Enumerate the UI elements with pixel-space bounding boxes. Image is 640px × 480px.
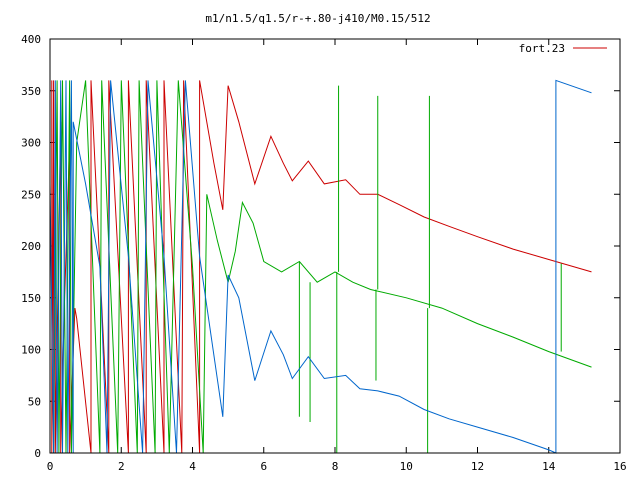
series-line-2 <box>53 80 592 454</box>
x-tick-label: 0 <box>47 460 54 473</box>
y-tick-label: 400 <box>21 33 41 46</box>
x-tick-label: 10 <box>400 460 413 473</box>
y-tick-label: 150 <box>21 292 41 305</box>
legend-label-fort23: fort.23 <box>519 42 565 55</box>
y-tick-label: 100 <box>21 344 41 357</box>
plot-frame <box>49 38 621 454</box>
x-tick-label: 8 <box>332 460 339 473</box>
y-tick-label: 300 <box>21 137 41 150</box>
x-tick-label: 2 <box>118 460 125 473</box>
y-tick-label: 50 <box>28 395 41 408</box>
legend: fort.23 <box>519 42 607 55</box>
y-tick-label: 200 <box>21 240 41 253</box>
y-tick-label: 0 <box>34 447 41 460</box>
x-tick-label: 16 <box>613 460 626 473</box>
x-tick-label: 14 <box>542 460 556 473</box>
axis-ticks: 0 2 4 6 8 10 12 14 16 0 50 100 150 200 250 300 350 400 <box>21 33 627 473</box>
series-line-1 <box>51 80 592 454</box>
series-line-3 <box>49 79 592 454</box>
y-tick-label: 350 <box>21 85 41 98</box>
chart-title: m1/n1.5/q1.5/r-+.80-j410/M0.15/512 <box>205 12 430 25</box>
x-tick-label: 12 <box>471 460 484 473</box>
x-tick-label: 4 <box>189 460 196 473</box>
y-tick-label: 250 <box>21 188 41 201</box>
x-tick-label: 6 <box>260 460 267 473</box>
series-layer <box>49 79 592 454</box>
